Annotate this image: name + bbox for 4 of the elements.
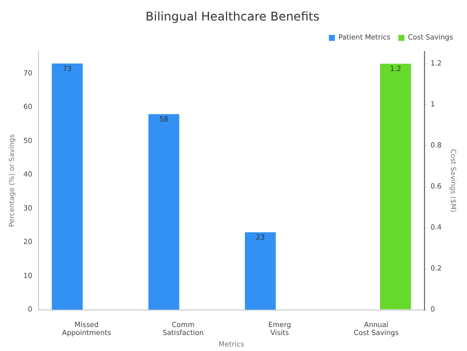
- bar: [52, 64, 83, 310]
- bar: [148, 114, 180, 310]
- bar: [244, 232, 276, 310]
- chart-title: Bilingual Healthcare Benefits: [146, 9, 320, 24]
